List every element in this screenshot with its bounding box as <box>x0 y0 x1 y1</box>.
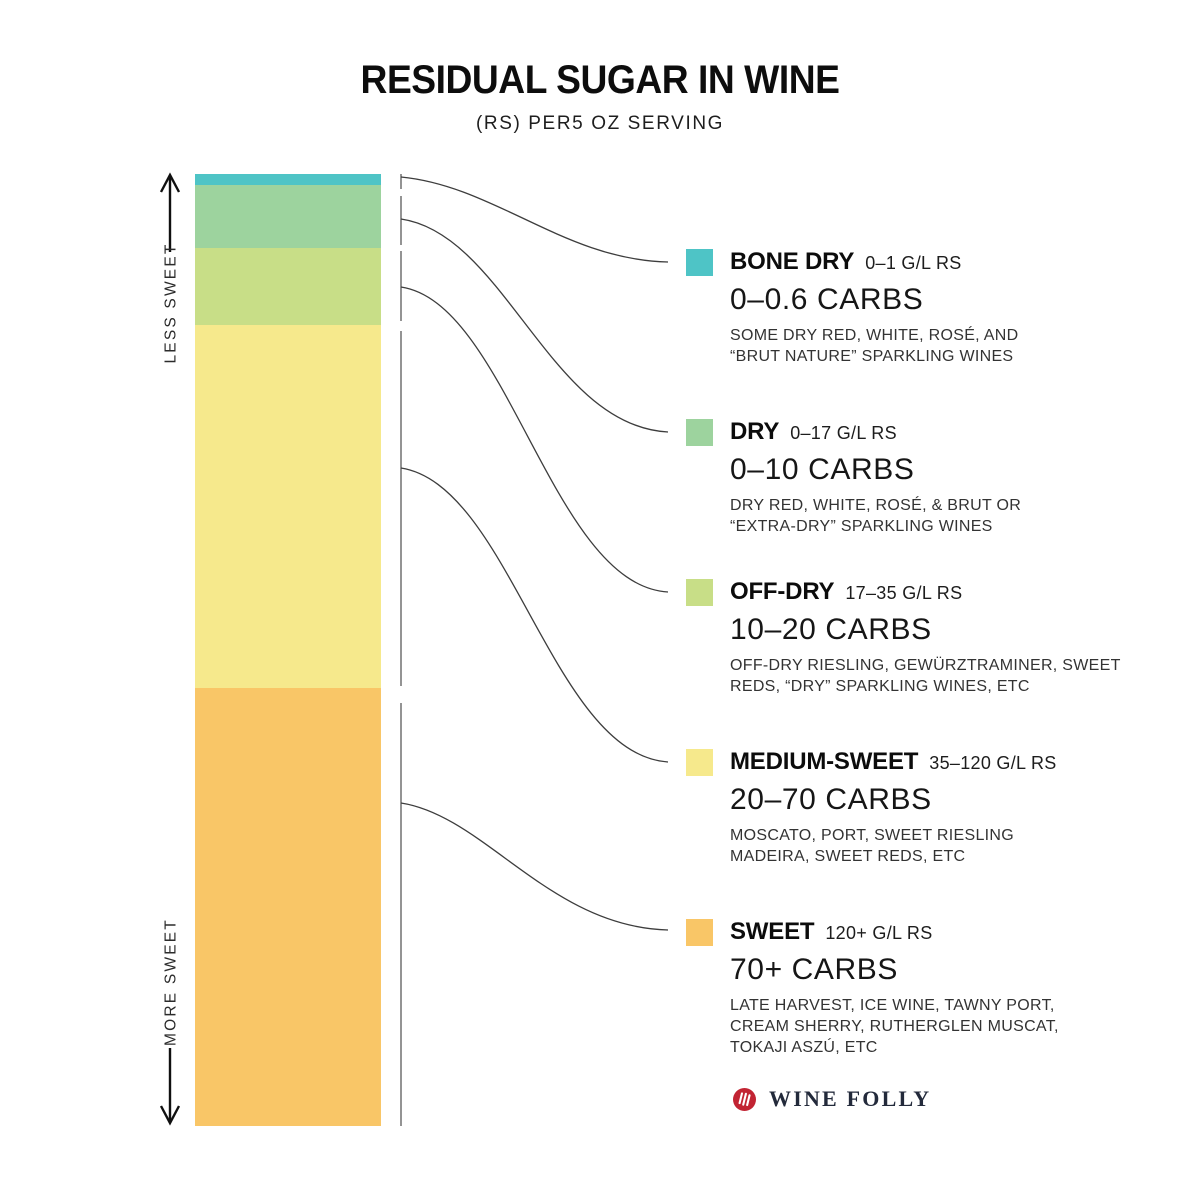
curve-medium-sweet <box>400 467 669 763</box>
legend-name: SWEET <box>730 918 815 945</box>
page-title: RESIDUAL SUGAR IN WINE <box>360 58 840 102</box>
wine-folly-logo: WINE FOLLY <box>733 1086 931 1112</box>
sweetness-bar <box>195 174 381 1126</box>
wine-folly-mark-icon <box>733 1087 756 1111</box>
bar-segment-dry <box>195 185 381 248</box>
less-sweet-arrow: LESS SWEET <box>159 172 181 364</box>
curve-dry <box>400 218 669 433</box>
legend-description: OFF-DRY RIESLING, GEWÜRZTRAMINER, SWEET … <box>730 657 1121 695</box>
header: RESIDUAL SUGAR IN WINE (RS) PER5 OZ SERV… <box>0 60 1200 135</box>
less-sweet-label: LESS SWEET <box>162 242 179 363</box>
more-sweet-label: MORE SWEET <box>162 918 179 1046</box>
legend-item-sweet: SWEET 120+ G/L RS 70+ CARBS LATE HARVEST… <box>686 918 1160 1058</box>
off-dry-swatch <box>686 579 713 606</box>
bone-dry-swatch <box>686 249 713 276</box>
legend-name: DRY <box>730 418 780 445</box>
legend-carbs: 0–10 CARBS <box>730 453 915 486</box>
legend-carbs: 10–20 CARBS <box>730 613 932 646</box>
curve-bone-dry <box>400 176 669 263</box>
dry-swatch <box>686 419 713 446</box>
legend-description: SOME DRY RED, WHITE, ROSÉ, AND “BRUT NAT… <box>730 327 1019 365</box>
legend-range: 0–1 G/L RS <box>865 253 962 273</box>
legend-item-medium-sweet: MEDIUM-SWEET 35–120 G/L RS 20–70 CARBS M… <box>686 748 1160 867</box>
brand-name: WINE FOLLY <box>769 1086 932 1111</box>
legend-range: 0–17 G/L RS <box>790 423 897 443</box>
bar-segment-sweet <box>195 688 381 1126</box>
legend-item-dry: DRY 0–17 G/L RS 0–10 CARBS DRY RED, WHIT… <box>686 418 1160 537</box>
curve-off-dry <box>400 286 669 593</box>
legend-item-bone-dry: BONE DRY 0–1 G/L RS 0–0.6 CARBS SOME DRY… <box>686 248 1160 367</box>
legend-range: 17–35 G/L RS <box>845 583 963 603</box>
legend-range: 120+ G/L RS <box>825 923 933 943</box>
legend-range: 35–120 G/L RS <box>929 753 1057 773</box>
bar-segment-medium-sweet <box>195 325 381 688</box>
legend-name: MEDIUM-SWEET <box>730 748 919 775</box>
legend-carbs: 20–70 CARBS <box>730 783 932 816</box>
connector-curves <box>400 176 669 931</box>
bar-segment-bone-dry <box>195 174 381 185</box>
legend-name: BONE DRY <box>730 248 855 275</box>
bar-segment-off-dry <box>195 248 381 325</box>
page-subtitle: (RS) PER5 OZ SERVING <box>475 113 725 134</box>
legend-description: DRY RED, WHITE, ROSÉ, & BRUT OR “EXTRA-D… <box>730 497 1022 535</box>
more-sweet-arrow: MORE SWEET <box>159 918 181 1126</box>
arrow-up-icon <box>159 172 181 193</box>
legend-item-off-dry: OFF-DRY 17–35 G/L RS 10–20 CARBS OFF-DRY… <box>686 578 1160 697</box>
legend-carbs: 70+ CARBS <box>730 953 898 986</box>
legend-description: LATE HARVEST, ICE WINE, TAWNY PORT, CREA… <box>730 997 1059 1056</box>
legend-carbs: 0–0.6 CARBS <box>730 283 924 316</box>
legend-description: MOSCATO, PORT, SWEET RIESLING MADEIRA, S… <box>730 827 1015 865</box>
arrow-down-icon <box>159 1105 181 1126</box>
sweet-swatch <box>686 919 713 946</box>
curve-sweet <box>400 802 669 931</box>
legend-name: OFF-DRY <box>730 578 835 605</box>
medium-sweet-swatch <box>686 749 713 776</box>
